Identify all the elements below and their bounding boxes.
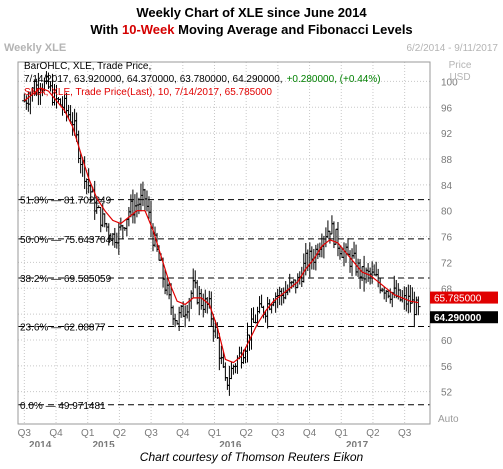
x-quarter-label: Q4 [49, 428, 63, 439]
fib-level-label: 23.6% — 62.08877 [20, 322, 106, 333]
legend-layer: Weekly XLE 6/2/2014 - 9/11/2017 Price US… [4, 42, 498, 98]
legend-sma-series: SMA, XLE, Trade Price(Last), 10, 7/14/20… [24, 87, 272, 98]
xle-weekly-chart: 51.8% — 81.702249 50.0% — 75.643704 38.2% … [4, 42, 498, 451]
last-price-flag-label: 65.785000 [434, 294, 482, 305]
y-tick-label: 72 [441, 258, 453, 269]
x-year-label: 2017 [346, 440, 369, 447]
x-quarter-label: Q1 [81, 428, 95, 439]
y-tick-label: 56 [441, 362, 453, 373]
x-quarter-label: Q2 [240, 428, 254, 439]
x-year-label: 2015 [92, 440, 115, 447]
auto-scale-label: Auto [438, 414, 459, 425]
plot-background [18, 62, 430, 424]
y-tick-label: 92 [441, 129, 453, 140]
chart-date-range: 6/2/2014 - 9/11/2017 [406, 43, 498, 54]
fib-level-label: 38.2% — 69.585059 [20, 274, 112, 285]
y-tick-label: 68 [441, 284, 453, 295]
fib-level-label: 50.0% — 75.643704 [20, 235, 112, 246]
axis-unit-usd: USD [449, 72, 470, 83]
x-quarter-label: Q1 [335, 428, 349, 439]
x-quarter-label: Q4 [303, 428, 317, 439]
title-line-2: With 10-Week Moving Average and Fibonacc… [0, 21, 503, 38]
y-tick-label: 100 [441, 77, 458, 88]
x-quarter-label: Q3 [18, 428, 32, 439]
ohlc-bars-layer [22, 71, 421, 396]
legend-bar-values-text: 7/14/2017, 63.920000, 64.370000, 63.7800… [24, 74, 283, 85]
legend-bar-values: 7/14/2017, 63.920000, 64.370000, 63.7800… [24, 74, 381, 85]
sma-line [23, 87, 419, 364]
x-year-label: 2014 [29, 440, 52, 447]
legend-bar-change: +0.280000, (+0.44%) [287, 74, 381, 85]
title-line-2-accent: 10-Week [121, 22, 175, 37]
axes-layer: 525660646872768084889296100Q3Q4Q1Q2Q3Q4Q… [17, 61, 498, 451]
x-year-label: 2016 [219, 440, 242, 447]
x-quarter-label: Q3 [398, 428, 412, 439]
last-price-flag [430, 291, 498, 304]
chart-caption: Chart courtesy of Thomson Reuters Eikon [139, 450, 364, 464]
fib-level-label: 0.0% — 49.971481 [20, 401, 106, 412]
last-price-flag [430, 311, 498, 324]
fib-level-label: 51.8% — 81.702249 [20, 196, 112, 207]
title-line-1: Weekly Chart of XLE since June 2014 [136, 5, 367, 20]
x-quarter-label: Q2 [366, 428, 380, 439]
chart-area: 51.8% — 81.702249 50.0% — 75.643704 38.2% … [0, 42, 503, 451]
axis-unit-price: Price [449, 60, 472, 71]
x-quarter-label: Q3 [144, 428, 158, 439]
plot-frame [17, 61, 431, 425]
x-quarter-label: Q2 [113, 428, 127, 439]
last-price-flag-label: 64.290000 [434, 313, 482, 324]
y-tick-label: 88 [441, 155, 453, 166]
x-quarter-label: Q3 [271, 428, 285, 439]
x-quarter-label: Q1 [208, 428, 222, 439]
title-line-2-suffix: Moving Average and Fibonacci Levels [174, 22, 413, 37]
ohlc-bar [416, 296, 421, 316]
y-tick-label: 76 [441, 233, 453, 244]
sma-layer [23, 87, 419, 364]
y-tick-label: 52 [441, 388, 453, 399]
y-tick-label: 80 [441, 207, 453, 218]
legend-bar-series: BarOHLC, XLE, Trade Price, [24, 61, 151, 72]
fibonacci-layer: 51.8% — 81.702249 50.0% — 75.643704 38.2% … [18, 196, 430, 412]
chart-header-label: Weekly XLE [4, 42, 66, 54]
x-quarter-label: Q4 [176, 428, 190, 439]
chart-title: Weekly Chart of XLE since June 2014 With… [0, 4, 503, 38]
y-tick-label: 96 [441, 103, 453, 114]
grid-layer [18, 62, 430, 424]
y-tick-label: 60 [441, 336, 453, 347]
y-tick-label: 84 [441, 181, 453, 192]
title-line-2-prefix: With [90, 22, 122, 37]
